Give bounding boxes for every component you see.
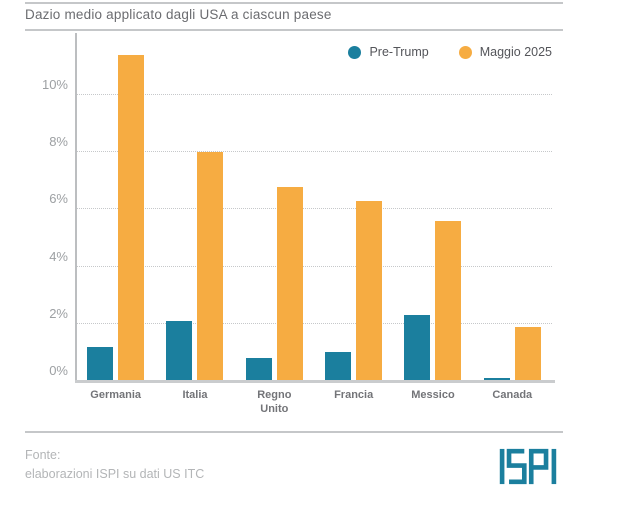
bar-group-francia: [314, 33, 393, 381]
legend-item-pre-trump: Pre-Trump: [348, 45, 429, 59]
y-tick-6%: 6%: [49, 191, 68, 207]
x-label-italia: Italia: [155, 388, 234, 417]
y-axis-line: [75, 33, 77, 381]
bar-maggio-2025-canada: [514, 326, 541, 381]
bar-group-messico: [393, 33, 472, 381]
legend-dot-maggio-2025-icon: [458, 45, 472, 59]
top-divider: [25, 2, 563, 4]
x-label-germania: Germania: [76, 388, 155, 417]
x-label-text-messico: Messico: [411, 389, 455, 401]
x-label-text-germania: Germania: [90, 389, 142, 401]
bar-group-italia: [155, 33, 234, 381]
bar-maggio-2025-germania: [118, 54, 145, 381]
gridline-4%: [76, 265, 552, 267]
y-tick-8%: 8%: [49, 134, 68, 150]
x-label-text-italia: Italia: [182, 389, 208, 401]
bar-group-germania: [76, 33, 155, 381]
bar-pre-trump-francia: [325, 352, 352, 381]
legend-item-maggio-2025: Maggio 2025: [458, 45, 552, 59]
gridline-8%: [76, 151, 552, 153]
bar-maggio-2025-regno-unito: [276, 186, 303, 381]
ispi-logo: [499, 448, 557, 485]
x-axis-line: [75, 380, 555, 383]
footer-divider: [25, 431, 563, 433]
bar-pre-trump-messico: [404, 315, 431, 381]
gridline-10%: [76, 94, 552, 95]
gridline-2%: [76, 322, 552, 324]
legend-dot-pre-trump-icon: [348, 45, 362, 59]
y-tick-4%: 4%: [49, 248, 68, 264]
bar-pre-trump-germania: [87, 346, 114, 381]
y-tick-0%: 0%: [49, 363, 68, 378]
plot-area: Pre-Trump Maggio 2025: [75, 33, 555, 383]
source-label: Fonte:: [25, 448, 61, 462]
bar-groups: [76, 33, 552, 381]
bar-maggio-2025-francia: [356, 200, 383, 381]
legend-label-maggio-2025: Maggio 2025: [479, 45, 552, 59]
x-axis-labels: Germania Italia Regno Unito Francia Messico C…: [76, 388, 552, 417]
x-label-regno-unito: Regno Unito: [235, 388, 314, 417]
bar-pre-trump-italia: [166, 320, 193, 381]
bar-group-canada: [473, 33, 552, 381]
x-label-francia: Francia: [314, 388, 393, 417]
source-text: elaborazioni ISPI su dati US ITC: [25, 466, 205, 481]
bar-pre-trump-regno-unito: [245, 358, 272, 381]
title-divider: [25, 29, 563, 31]
bar-maggio-2025-messico: [435, 220, 462, 381]
y-axis-ticks: 0% 2% 4% 6% 8% 10%: [14, 33, 68, 381]
source: Fonte: elaborazioni ISPI su dati US ITC: [25, 446, 204, 484]
legend: Pre-Trump Maggio 2025: [348, 45, 552, 59]
x-label-text-regno-unito: Regno Unito: [257, 389, 292, 416]
bar-group-regno-unito: [235, 33, 314, 381]
y-tick-2%: 2%: [49, 305, 68, 321]
gridline-6%: [76, 208, 552, 210]
legend-label-pre-trump: Pre-Trump: [369, 45, 429, 59]
x-label-text-canada: Canada: [492, 389, 533, 401]
x-label-messico: Messico: [393, 388, 472, 417]
x-label-text-francia: Francia: [334, 389, 374, 401]
chart-title: Dazio medio applicato dagli USA a ciascu…: [25, 7, 332, 22]
x-label-canada: Canada: [473, 388, 552, 417]
bar-pre-trump-canada: [483, 378, 510, 381]
bar-maggio-2025-italia: [197, 152, 224, 381]
y-tick-10%: 10%: [41, 77, 68, 92]
